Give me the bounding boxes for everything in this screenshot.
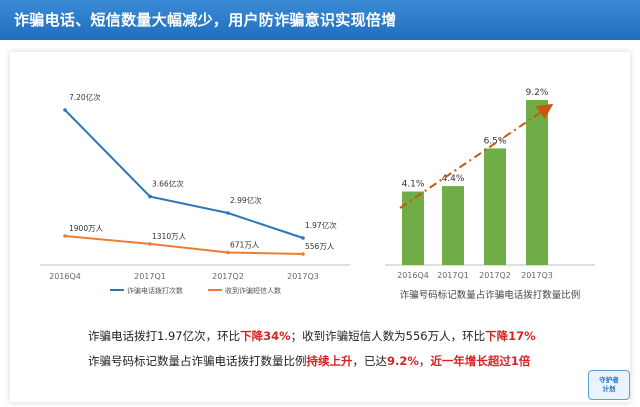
data-point-sms xyxy=(301,252,305,256)
logo-text-line-1: 守护者 xyxy=(599,376,619,384)
bar-value-label: 4.4% xyxy=(442,174,465,184)
trend-arrow xyxy=(399,103,554,209)
data-label-calls: 7.20亿次 xyxy=(69,92,101,102)
line-chart-x-tick: 2017Q3 xyxy=(287,272,319,281)
summary-line-1: 诈骗电话拨打1.97亿次，环比下降34%；收到诈骗短信人数为556万人，环比下降… xyxy=(88,328,536,344)
data-label-calls: 1.97亿次 xyxy=(305,220,337,230)
summary-line-1-highlight-a: 下降34% xyxy=(240,329,291,343)
data-label-sms: 556万人 xyxy=(305,242,335,251)
data-point-calls xyxy=(226,211,230,215)
bar-x-tick: 2016Q4 xyxy=(397,271,429,280)
data-label-sms: 1900万人 xyxy=(69,224,104,233)
data-point-calls xyxy=(301,236,305,240)
summary-line-1-highlight-b: 下降17% xyxy=(485,329,536,343)
summary-line-1-text-a: 诈骗电话拨打1.97亿次，环比 xyxy=(88,329,241,343)
bar xyxy=(526,100,548,265)
line-chart-x-tick: 2016Q4 xyxy=(49,272,81,281)
logo-text-line-2: 计划 xyxy=(602,385,616,393)
line-chart-x-tick: 2017Q1 xyxy=(134,272,166,281)
data-point-sms xyxy=(63,234,67,238)
data-label-calls: 3.66亿次 xyxy=(152,179,184,189)
data-label-sms: 1310万人 xyxy=(152,232,187,241)
summary-line-2-highlight-a: 持续上升 xyxy=(306,354,353,368)
data-point-calls xyxy=(148,194,152,199)
series-line-calls xyxy=(64,109,304,239)
bar xyxy=(402,191,424,265)
title-bar: 诈骗电话、短信数量大幅减少，用户防诈骗意识实现倍增 xyxy=(0,0,640,40)
summary-line-2: 诈骗号码标记数量占诈骗电话拨打数量比例持续上升，已达9.2%，近一年增长超过1倍 xyxy=(88,353,530,369)
summary-line-1-text-b: ；收到诈骗短信人数为556万人，环比 xyxy=(290,329,486,343)
line-chart-x-tick: 2017Q2 xyxy=(212,272,244,281)
bar-value-label: 9.2% xyxy=(526,88,549,98)
summary-line-2-text-a: 诈骗号码标记数量占诈骗电话拨打数量比例 xyxy=(88,354,307,368)
data-point-sms xyxy=(148,242,152,246)
data-point-sms xyxy=(226,250,230,255)
bar-x-tick: 2017Q2 xyxy=(479,271,511,280)
legend-label-sms: 收到诈骗短信人数 xyxy=(225,286,281,295)
data-point-calls xyxy=(63,108,67,112)
legend-label-calls: 诈骗电话拨打次数 xyxy=(127,286,183,295)
bar-chart: 4.1% 2016Q4 4.4% 2017Q1 6.5% 2017Q2 9.2% 2017Q3… xyxy=(385,88,595,301)
bar-x-tick: 2017Q3 xyxy=(521,271,553,280)
bar xyxy=(484,148,506,265)
bar-chart-xlabel: 诈骗号码标记数量占诈骗电话拨打数量比例 xyxy=(400,289,581,301)
bar-value-label: 6.5% xyxy=(484,136,507,146)
data-label-calls: 2.99亿次 xyxy=(230,195,262,205)
bar-x-tick: 2017Q1 xyxy=(437,271,469,280)
data-label-sms: 671万人 xyxy=(230,241,260,250)
line-chart: 2016Q4 2017Q1 2017Q2 2017Q3 7.20亿次 3.66亿次 2.9… xyxy=(40,92,350,295)
summary-line-2-highlight-c: 近一年增长超过1倍 xyxy=(430,354,531,368)
bar-value-label: 4.1% xyxy=(402,180,425,190)
guardian-logo: 守护者 计划 xyxy=(588,370,630,400)
page-title: 诈骗电话、短信数量大幅减少，用户防诈骗意识实现倍增 xyxy=(14,11,397,29)
bar xyxy=(442,186,464,265)
series-line-sms xyxy=(64,235,304,255)
summary-line-2-highlight-b: 9.2% xyxy=(387,354,419,368)
summary-line-2-text-c: ， xyxy=(418,354,431,368)
summary-line-2-text-b: ，已达 xyxy=(352,354,388,368)
